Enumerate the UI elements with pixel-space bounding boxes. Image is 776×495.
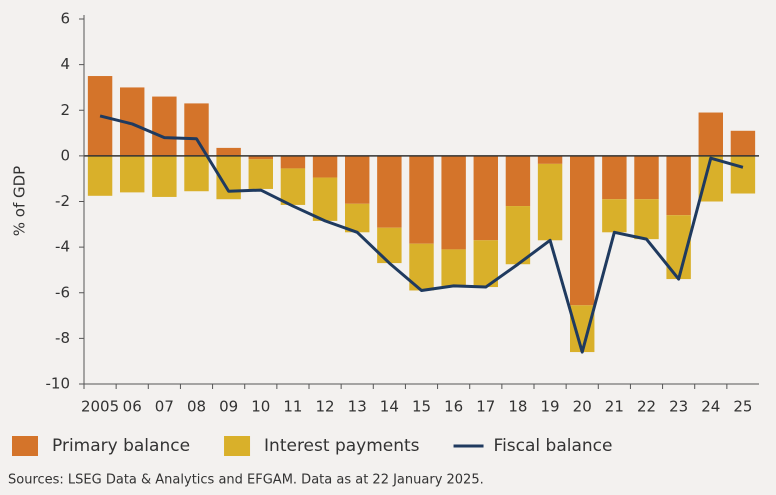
line <box>99 114 744 354</box>
bar <box>537 155 563 164</box>
bar <box>345 203 370 233</box>
x-tick-label: 12 <box>316 398 335 416</box>
bar <box>87 155 113 196</box>
x-tick-label: 23 <box>669 398 688 416</box>
bar <box>698 112 723 156</box>
legend-label: Interest payments <box>264 436 420 456</box>
x-tick-label: 16 <box>444 398 463 416</box>
x-tick-label: 21 <box>605 398 624 416</box>
legend-swatch <box>12 436 38 456</box>
x-tick-label: 20 <box>573 398 592 416</box>
y-tick-label: -8 <box>55 329 70 347</box>
x-tick-label: 10 <box>251 398 270 416</box>
x-tick-label: 22 <box>637 398 656 416</box>
bar <box>505 155 531 207</box>
bar <box>312 155 338 178</box>
bar <box>184 103 209 156</box>
bar <box>730 155 756 194</box>
x-tick-label: 13 <box>348 398 367 416</box>
x-tick-label: 14 <box>380 398 399 416</box>
x-tick-label: 06 <box>123 398 142 416</box>
x-tick-label: 2005 <box>81 398 119 416</box>
bar <box>120 155 145 193</box>
y-axis-label: % of GDP <box>11 166 29 236</box>
legend-label: Primary balance <box>52 436 190 456</box>
bar <box>441 249 466 286</box>
bar <box>280 168 306 205</box>
x-tick-label: 17 <box>476 398 495 416</box>
source-note: Sources: LSEG Data & Analytics and EFGAM… <box>8 473 484 488</box>
bar <box>634 155 659 200</box>
bar <box>537 163 563 241</box>
bar <box>184 155 209 192</box>
y-tick-label: 0 <box>60 146 70 164</box>
x-tick-label: 25 <box>733 398 752 416</box>
bar <box>248 155 273 160</box>
legend-label: Fiscal balance <box>494 436 613 456</box>
bar <box>634 199 659 240</box>
y-tick-label: 2 <box>60 101 70 119</box>
bar <box>602 155 627 200</box>
bar <box>312 177 338 221</box>
bar <box>280 155 306 169</box>
x-tick-label: 11 <box>283 398 302 416</box>
x-tick-label: 08 <box>187 398 206 416</box>
bar <box>473 240 498 288</box>
bar <box>441 155 466 250</box>
bar <box>570 155 595 306</box>
bar <box>345 155 370 204</box>
bar <box>505 206 531 265</box>
bar <box>216 147 241 156</box>
bar <box>666 155 691 216</box>
y-tick-label: 4 <box>60 55 70 73</box>
x-tick-label: 24 <box>701 398 720 416</box>
x-tick-label: 09 <box>219 398 238 416</box>
y-tick-label: 6 <box>60 10 70 28</box>
y-tick-label: -4 <box>55 238 70 256</box>
bar <box>248 159 273 189</box>
bar <box>377 155 402 228</box>
bar <box>377 227 402 264</box>
x-tick-label: 07 <box>155 398 174 416</box>
bar <box>152 96 177 156</box>
x-tick-label: 15 <box>412 398 431 416</box>
bar <box>152 155 177 197</box>
bar <box>570 305 595 353</box>
bar <box>730 130 756 156</box>
bar <box>473 155 498 241</box>
y-tick-label: -2 <box>55 192 70 210</box>
legend-swatch <box>224 436 251 456</box>
x-tick-label: 19 <box>541 398 560 416</box>
y-tick-label: -6 <box>55 283 70 301</box>
bar <box>409 155 434 244</box>
x-tick-label: 18 <box>508 398 527 416</box>
bar <box>602 199 627 233</box>
y-tick-label: -10 <box>46 375 71 393</box>
